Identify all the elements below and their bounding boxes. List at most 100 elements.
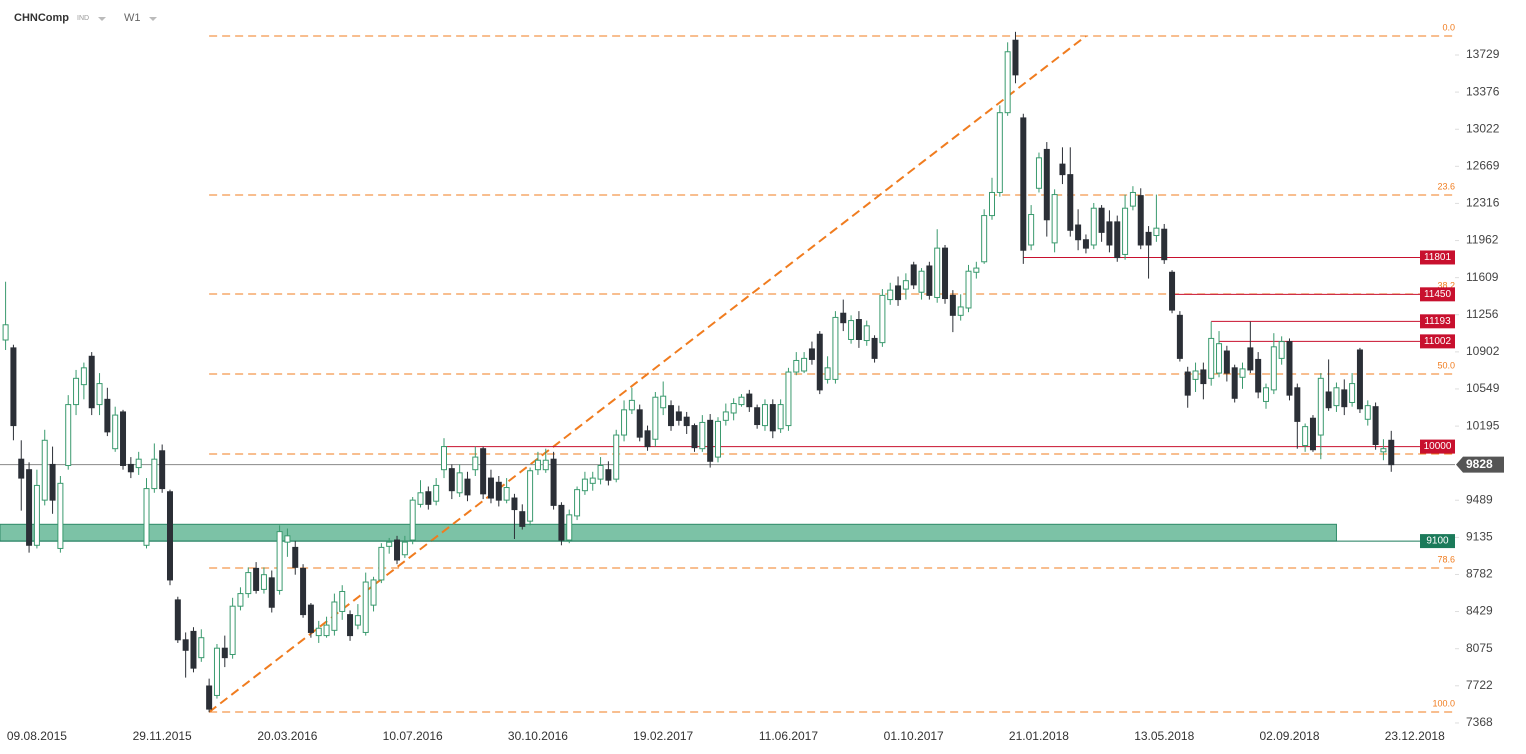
candle-body xyxy=(816,333,823,391)
candle-body xyxy=(182,639,189,651)
y-tick-label: 7722 xyxy=(1466,678,1493,692)
x-tick-label: 29.11.2015 xyxy=(133,729,192,743)
level-label: 11450 xyxy=(1424,289,1452,300)
candle-body xyxy=(300,567,307,616)
candle-body xyxy=(965,270,972,309)
fib-level-label: 38.2 xyxy=(1437,280,1455,290)
y-tick-label: 13729 xyxy=(1466,47,1500,61)
candle-body xyxy=(456,472,463,494)
candle-body xyxy=(707,419,714,462)
candle-body xyxy=(1082,239,1089,249)
candle-body xyxy=(1278,341,1285,359)
timeframe[interactable]: W1 xyxy=(124,12,141,24)
y-tick-label: 10902 xyxy=(1466,344,1500,358)
candle-body xyxy=(996,112,1003,193)
candle-body xyxy=(198,637,205,659)
support-zone xyxy=(0,523,1337,542)
candle-body xyxy=(73,377,80,406)
candle-body xyxy=(511,497,518,511)
candle-body xyxy=(769,404,776,432)
candle-body xyxy=(347,614,354,637)
x-tick-label: 19.02.2017 xyxy=(633,729,693,743)
candle-body xyxy=(652,396,659,440)
candle-body xyxy=(127,463,134,473)
candle-body xyxy=(918,270,925,293)
candle-body xyxy=(644,430,651,448)
candle-body xyxy=(1059,163,1066,176)
candle-body xyxy=(18,458,25,479)
candle-body xyxy=(159,450,166,490)
candle-body xyxy=(636,409,643,438)
candle-body xyxy=(730,403,737,414)
candle-body xyxy=(315,627,322,637)
candle-body xyxy=(1184,371,1191,396)
y-tick-label: 11609 xyxy=(1466,270,1499,284)
candle-body xyxy=(1051,194,1058,244)
fib-level-label: 78.6 xyxy=(1437,554,1455,564)
fib-level-label: 0.0 xyxy=(1442,22,1455,32)
candle-body xyxy=(1020,117,1027,251)
candle-body xyxy=(120,411,127,466)
dropdown-arrow[interactable] xyxy=(98,17,106,21)
y-tick-label: 13022 xyxy=(1466,121,1500,135)
candle-body xyxy=(738,396,745,406)
x-tick-label: 23.12.2018 xyxy=(1385,729,1445,743)
candle-body xyxy=(268,577,275,608)
candle-body xyxy=(754,407,761,426)
candle-body xyxy=(480,448,487,495)
candle-body xyxy=(245,572,252,595)
candle-body xyxy=(957,306,964,316)
candle-body xyxy=(519,511,526,527)
candle-body xyxy=(1090,207,1097,246)
fib-level-label: 23.6 xyxy=(1437,181,1455,191)
level-label-box xyxy=(1420,250,1455,265)
candle-body xyxy=(260,574,267,590)
candle-body xyxy=(1231,367,1238,399)
dropdown-arrow[interactable] xyxy=(149,17,157,21)
candle-body xyxy=(1286,341,1293,396)
candle-body xyxy=(988,191,995,217)
candle-body xyxy=(949,294,956,316)
level-label-box xyxy=(1420,287,1455,302)
x-tick-label: 11.06.2017 xyxy=(759,729,818,743)
y-tick-label: 8782 xyxy=(1466,567,1493,581)
level-label-box xyxy=(1420,534,1455,549)
candle-body xyxy=(1364,405,1371,420)
level-label: 11193 xyxy=(1424,316,1451,327)
candle-body xyxy=(1380,448,1387,453)
x-tick-label: 20.03.2016 xyxy=(257,729,317,743)
candle-body xyxy=(394,539,401,561)
y-tick-label: 8429 xyxy=(1466,604,1493,618)
candle-body xyxy=(370,579,377,606)
candle-body xyxy=(464,478,471,496)
level-label-box xyxy=(1420,314,1455,329)
candle-body xyxy=(691,425,698,449)
candle-body xyxy=(378,546,385,581)
candle-body xyxy=(1075,224,1082,241)
candle-body xyxy=(855,319,862,340)
y-tick-label: 9489 xyxy=(1466,492,1493,506)
candle-body xyxy=(206,685,213,710)
candle-body xyxy=(1317,377,1324,436)
candle-body xyxy=(981,215,988,263)
candle-body xyxy=(863,325,870,342)
candle-body xyxy=(448,468,455,492)
candle-body xyxy=(503,487,510,501)
candle-body xyxy=(417,492,424,505)
candle-body xyxy=(1028,214,1035,246)
candle-body xyxy=(1137,195,1144,246)
instrument-type: IND xyxy=(77,15,89,22)
candle-body xyxy=(1161,228,1168,261)
candle-body xyxy=(1333,387,1340,407)
candle-body xyxy=(284,535,291,543)
candle-body xyxy=(621,409,628,436)
y-tick-label: 12316 xyxy=(1466,196,1500,210)
level-label-box xyxy=(1420,334,1455,349)
candle-body xyxy=(1098,207,1105,233)
fib-level-label: 50.0 xyxy=(1437,360,1455,370)
candle-body xyxy=(440,446,447,471)
last-price-box xyxy=(1456,456,1504,473)
level-label-box xyxy=(1420,439,1455,454)
candle-body xyxy=(722,411,729,421)
